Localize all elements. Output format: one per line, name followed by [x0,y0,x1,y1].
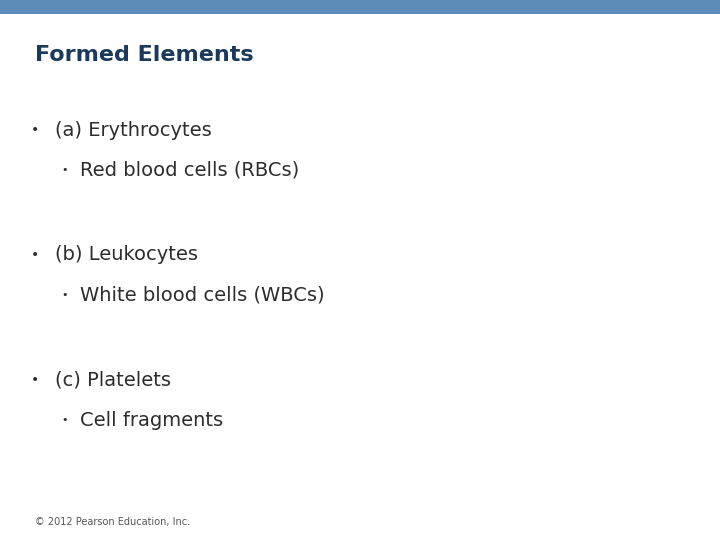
Text: •: • [31,373,39,387]
Text: (b) Leukocytes: (b) Leukocytes [55,246,198,265]
Text: Red blood cells (RBCs): Red blood cells (RBCs) [80,160,300,179]
Text: •: • [62,290,68,300]
Text: •: • [62,415,68,425]
Text: White blood cells (WBCs): White blood cells (WBCs) [80,286,325,305]
Text: Formed Elements: Formed Elements [35,45,253,65]
Text: © 2012 Pearson Education, Inc.: © 2012 Pearson Education, Inc. [35,517,190,527]
Text: •: • [62,165,68,175]
Text: (a) Erythrocytes: (a) Erythrocytes [55,120,212,139]
Text: (c) Platelets: (c) Platelets [55,370,171,389]
Text: Cell fragments: Cell fragments [80,410,223,429]
Text: •: • [31,123,39,137]
Bar [0,0,720,14]
Text: •: • [31,248,39,262]
